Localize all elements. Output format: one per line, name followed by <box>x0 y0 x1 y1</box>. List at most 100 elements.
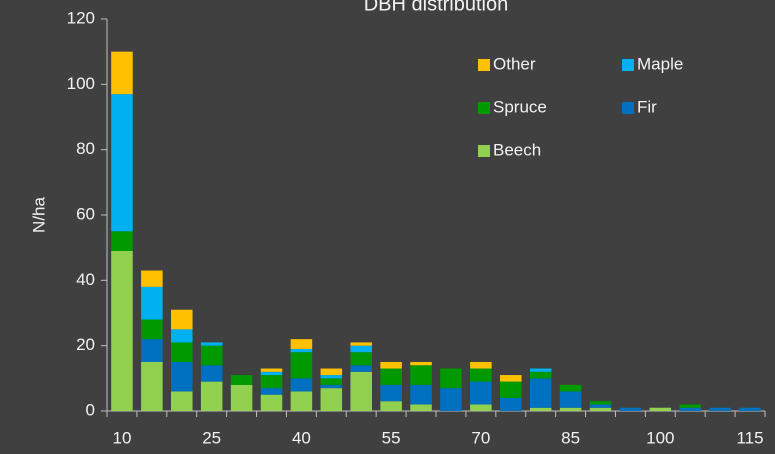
bar-segment <box>171 362 193 392</box>
bar-segment <box>470 381 492 405</box>
bar-segment <box>230 384 253 411</box>
bar-segment <box>111 94 133 232</box>
bar-segment <box>739 407 761 411</box>
chart-title: DBH distribution <box>364 0 509 15</box>
bar-segment <box>589 401 612 405</box>
legend-swatch <box>478 145 490 157</box>
legend-label: Spruce <box>493 97 547 116</box>
bar-segment <box>529 371 552 379</box>
bar-segment <box>589 404 612 408</box>
bar-segment <box>171 342 193 362</box>
bar-segment <box>141 319 163 340</box>
legend-label: Fir <box>637 97 657 116</box>
x-tick-label: 25 <box>202 428 221 447</box>
bar-segment <box>290 339 313 349</box>
bar-segment <box>559 384 582 392</box>
bar-segment <box>171 391 193 411</box>
bar-segment <box>350 345 372 353</box>
bar-segment <box>649 407 672 411</box>
bar-segment <box>141 286 163 320</box>
bar-segment <box>440 388 462 411</box>
bar-segment <box>679 407 701 411</box>
bar-segment <box>200 345 223 366</box>
bar-segment <box>260 368 283 372</box>
x-tick-label: 100 <box>646 428 674 447</box>
x-tick-label: 10 <box>112 428 131 447</box>
bar-segment <box>320 388 343 411</box>
legend-swatch <box>622 102 634 114</box>
bar-segment <box>410 404 432 411</box>
bar-segment <box>559 391 582 408</box>
bar-segment <box>470 404 492 411</box>
bar-segment <box>470 368 492 382</box>
bar-segment <box>111 250 133 411</box>
bar-segment <box>380 401 402 411</box>
bar-segment <box>380 384 402 402</box>
legend-label: Other <box>493 54 536 73</box>
bar-segment <box>500 397 522 411</box>
y-tick-label: 40 <box>76 270 95 289</box>
bar-segment <box>141 339 163 362</box>
bar-segment <box>350 352 372 366</box>
bar-segment <box>200 365 223 382</box>
bar-segment <box>589 407 612 411</box>
bar-segment <box>619 407 642 411</box>
bar-segment <box>500 375 522 382</box>
y-tick-label: 60 <box>76 204 95 223</box>
legend-swatch <box>478 59 490 71</box>
bar-segment <box>350 342 372 346</box>
bar-segment <box>230 375 253 385</box>
bar-segment <box>410 384 432 405</box>
y-tick-label: 120 <box>67 8 95 27</box>
legend-label: Beech <box>493 140 541 159</box>
bar-segment <box>679 404 701 408</box>
x-tick-label: 70 <box>471 428 490 447</box>
bar-segment <box>260 394 283 411</box>
x-tick-label: 55 <box>382 428 401 447</box>
legend-swatch <box>478 102 490 114</box>
bar-segment <box>290 378 313 392</box>
bar-segment <box>200 342 223 346</box>
y-tick-label: 20 <box>76 335 95 354</box>
bar-segment <box>410 365 432 385</box>
bar-segment <box>260 388 283 395</box>
bar-segment <box>529 378 552 408</box>
y-tick-label: 80 <box>76 139 95 158</box>
bar-segment <box>559 407 582 411</box>
bar-segment <box>320 368 343 376</box>
bar-segment <box>350 371 372 411</box>
bar-segment <box>111 51 133 95</box>
bar-segment <box>410 362 432 366</box>
bar-segment <box>260 371 283 376</box>
bar-segment <box>141 270 163 287</box>
bar-segment <box>111 231 133 251</box>
bar-segment <box>141 362 163 411</box>
legend-label: Maple <box>637 54 683 73</box>
bar-segment <box>200 381 223 411</box>
y-tick-label: 0 <box>86 400 95 419</box>
bar-segment <box>290 348 313 353</box>
bar-segment <box>320 375 343 379</box>
x-tick-label: 85 <box>561 428 580 447</box>
y-axis-label: N/ha <box>29 197 48 233</box>
bar-segment <box>320 378 343 385</box>
bar-segment <box>529 368 552 372</box>
bar-segment <box>290 352 313 379</box>
bar-segment <box>440 368 462 389</box>
bar-segment <box>260 375 283 389</box>
bar-segment <box>529 407 552 411</box>
x-tick-label: 115 <box>736 428 763 447</box>
bar-segment <box>350 365 372 372</box>
bar-segment <box>380 368 402 385</box>
bar-segment <box>320 384 343 389</box>
bar-segment <box>380 362 402 369</box>
bar-segment <box>709 407 731 411</box>
bar-segment <box>470 362 492 369</box>
legend-swatch <box>622 59 634 71</box>
bar-segment <box>171 329 193 343</box>
x-tick-label: 40 <box>292 428 311 447</box>
bar-segment <box>290 391 313 411</box>
y-tick-label: 100 <box>67 74 95 93</box>
bar-segment <box>500 381 522 398</box>
